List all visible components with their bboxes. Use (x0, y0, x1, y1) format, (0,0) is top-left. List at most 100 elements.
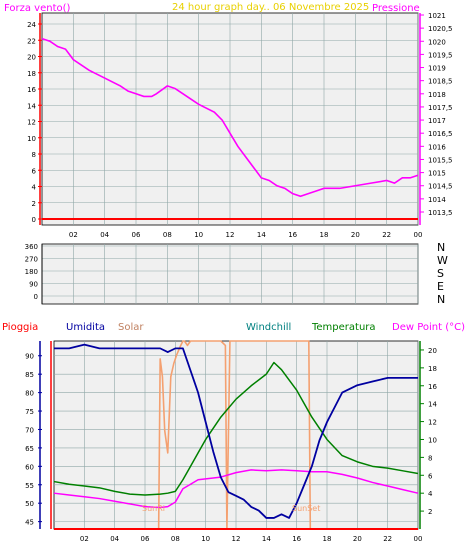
x-tick-label: 16 (292, 535, 301, 543)
compass-label: N (437, 293, 445, 306)
left-tick-label: 6 (32, 167, 37, 175)
temperature-label: Temperatura (311, 322, 376, 333)
right-tick-label: 1014 (428, 196, 446, 204)
right-tick-label: 1019 (428, 65, 446, 73)
humidity-tick-label: 50 (25, 500, 34, 508)
x-tick-label: 02 (69, 231, 78, 239)
x-tick-label: 06 (132, 231, 141, 239)
sunrise-label: SunRi (142, 504, 165, 513)
x-tick-label: 22 (383, 535, 392, 543)
x-tick-label: 02 (80, 535, 89, 543)
x-tick-label: 00 (414, 231, 423, 239)
x-tick-label: 08 (171, 535, 180, 543)
humidity-tick-label: 80 (25, 390, 34, 398)
x-tick-label: 22 (382, 231, 391, 239)
right-tick-label: 1018,5 (428, 78, 453, 86)
humidity-tick-label: 70 (25, 426, 34, 434)
x-tick-label: 10 (194, 231, 203, 239)
left-tick-label: 24 (27, 21, 36, 29)
right-tick-label: 1019,5 (428, 51, 453, 59)
wind-direction-tick-label: 0 (34, 293, 38, 301)
humidity-tick-label: 90 (25, 353, 34, 361)
x-tick-label: 18 (320, 231, 329, 239)
x-tick-label: 10 (201, 535, 210, 543)
temperature-tick-label: 6 (428, 472, 433, 480)
humidity-tick-label: 75 (25, 408, 34, 416)
sunset-label: SunSet (292, 504, 320, 513)
humidity-tick-label: 60 (25, 463, 34, 471)
compass-label: N (437, 241, 445, 254)
temperature-line (53, 361, 419, 496)
left-tick-label: 20 (27, 54, 36, 62)
temperature-tick-label: 18 (428, 365, 437, 373)
windchill-label: Windchill (246, 322, 291, 333)
x-tick-label: 14 (262, 535, 271, 543)
solar-label: Solar (118, 322, 144, 333)
temperature-axes: 02 04 06 08 10 12 14 16 18 20 22 00 45 50 55 60 65 70 75 80… (25, 341, 437, 543)
left-tick-label: 16 (27, 86, 36, 94)
humidity-label: Umidita (66, 322, 105, 333)
left-tick-label: 18 (27, 70, 36, 78)
left-tick-label: 22 (27, 37, 36, 45)
solar-line (157, 340, 312, 530)
humidity-tick-label: 65 (25, 445, 34, 453)
left-tick-label: 0 (32, 216, 36, 224)
right-tick-label: 1015 (428, 170, 446, 178)
temperature-tick-label: 16 (428, 383, 437, 391)
x-tick-label: 12 (232, 535, 241, 543)
right-tick-label: 1021 (428, 12, 446, 20)
wind-force-label: Forza vento() (4, 3, 71, 14)
left-tick-label: 10 (27, 135, 36, 143)
x-tick-label: 00 (414, 535, 423, 543)
graph-title: 24 hour graph day.. 06 Novembre 2025 (172, 2, 369, 13)
compass-label: W (437, 254, 448, 267)
x-tick-label: 16 (288, 231, 297, 239)
left-tick-label: 4 (32, 184, 37, 192)
humidity-tick-label: 55 (25, 482, 34, 490)
compass-label: E (437, 280, 444, 293)
rain-label: Pioggia (2, 322, 38, 333)
pressure-gridlines (42, 13, 419, 225)
temperature-tick-label: 10 (428, 436, 437, 444)
right-tick-label: 1020,5 (428, 25, 453, 33)
temperature-tick-label: 14 (428, 401, 437, 409)
x-tick-label: 14 (257, 231, 266, 239)
wind-direction-tick-label: 360 (25, 243, 38, 251)
temperature-tick-label: 4 (428, 490, 433, 498)
temperature-tick-label: 8 (428, 454, 432, 462)
right-tick-label: 1015,5 (428, 156, 453, 164)
dewpoint-line (53, 469, 419, 509)
pressure-series (41, 37, 419, 220)
left-tick-label: 14 (27, 102, 36, 110)
left-tick-label: 2 (32, 200, 36, 208)
left-tick-label: 8 (32, 151, 36, 159)
left-tick-label: 12 (27, 119, 36, 127)
x-tick-label: 04 (110, 535, 119, 543)
wind-direction-tick-label: 90 (29, 281, 38, 289)
temperature-tick-label: 12 (428, 419, 437, 427)
temperature-tick-label: 2 (428, 508, 432, 516)
x-tick-label: 20 (353, 535, 362, 543)
right-tick-label: 1014,5 (428, 183, 453, 191)
wind-direction-tick-label: 180 (25, 268, 38, 276)
pressure-line (41, 37, 419, 198)
right-tick-label: 1018 (428, 91, 446, 99)
humidity-tick-label: 45 (25, 519, 34, 527)
humidity-tick-label: 85 (25, 371, 34, 379)
temperature-tick-label: 20 (428, 347, 437, 355)
x-tick-label: 18 (323, 535, 332, 543)
humidity-line (54, 343, 418, 519)
compass-label: S (437, 267, 444, 280)
dewpoint-label: Dew Point (°C) (392, 322, 465, 333)
x-tick-label: 12 (226, 231, 235, 239)
right-tick-label: 1013,5 (428, 209, 453, 217)
right-tick-label: 1020 (428, 38, 446, 46)
pressure-label: Pressione (372, 3, 420, 14)
temperature-gridlines (54, 341, 419, 529)
right-tick-label: 1017 (428, 117, 446, 125)
wind-direction-gridlines (42, 244, 419, 304)
right-tick-label: 1016 (428, 143, 446, 151)
pressure-axes: 02 04 06 08 10 12 14 16 18 20 22 000246810121416182… (27, 12, 452, 239)
